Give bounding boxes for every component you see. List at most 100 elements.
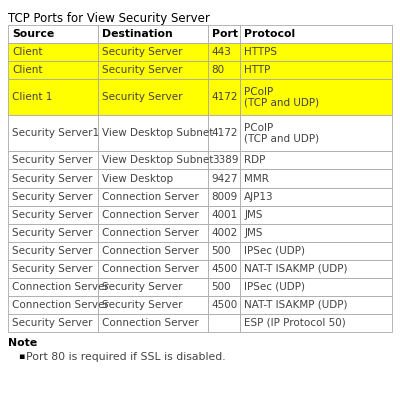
Text: 4002: 4002 xyxy=(212,228,238,238)
Bar xyxy=(8,79,98,116)
Bar xyxy=(240,61,392,79)
Bar xyxy=(8,43,98,61)
Text: Connection Server: Connection Server xyxy=(102,264,199,274)
Bar xyxy=(8,61,98,79)
Bar xyxy=(8,187,98,205)
Text: View Desktop Subnet: View Desktop Subnet xyxy=(102,129,214,138)
Text: Client: Client xyxy=(12,65,42,75)
Bar xyxy=(8,25,98,43)
Bar xyxy=(8,152,98,170)
Text: Security Server: Security Server xyxy=(102,92,183,102)
Bar xyxy=(208,241,240,260)
Text: NAT-T ISAKMP (UDP): NAT-T ISAKMP (UDP) xyxy=(244,300,348,310)
Bar xyxy=(98,278,208,296)
Bar xyxy=(8,116,98,152)
Text: 4001: 4001 xyxy=(212,210,238,220)
Bar xyxy=(98,25,208,43)
Bar xyxy=(208,205,240,223)
Text: Security Server: Security Server xyxy=(12,155,92,165)
Text: 4172: 4172 xyxy=(212,92,238,102)
Text: Security Server: Security Server xyxy=(102,47,183,57)
Bar xyxy=(8,241,98,260)
Bar xyxy=(8,314,98,332)
Text: View Desktop Subnet: View Desktop Subnet xyxy=(102,155,214,165)
Text: ▪: ▪ xyxy=(18,352,24,361)
Bar xyxy=(8,223,98,241)
Bar xyxy=(98,43,208,61)
Text: RDP: RDP xyxy=(244,155,266,165)
Bar xyxy=(98,187,208,205)
Text: Client 1: Client 1 xyxy=(12,92,52,102)
Text: IPSec (UDP): IPSec (UDP) xyxy=(244,282,305,292)
Text: Security Server: Security Server xyxy=(12,228,92,238)
Text: Connection Server: Connection Server xyxy=(102,228,199,238)
Bar xyxy=(240,25,392,43)
Bar xyxy=(98,116,208,152)
Bar xyxy=(208,25,240,43)
Text: JMS: JMS xyxy=(244,210,263,220)
Text: AJP13: AJP13 xyxy=(244,192,274,202)
Text: (TCP and UDP): (TCP and UDP) xyxy=(244,98,320,108)
Text: Security Server: Security Server xyxy=(12,246,92,256)
Bar xyxy=(8,278,98,296)
Bar xyxy=(98,205,208,223)
Text: Protocol: Protocol xyxy=(244,29,296,39)
Text: HTTP: HTTP xyxy=(244,65,271,75)
Text: PCoIP: PCoIP xyxy=(244,123,274,133)
Bar xyxy=(208,116,240,152)
Bar xyxy=(208,152,240,170)
Text: Connection Server: Connection Server xyxy=(102,192,199,202)
Bar xyxy=(240,296,392,314)
Text: Connection Server: Connection Server xyxy=(102,246,199,256)
Text: MMR: MMR xyxy=(244,173,269,184)
Bar xyxy=(240,205,392,223)
Bar xyxy=(98,79,208,116)
Text: Source: Source xyxy=(12,29,54,39)
Text: 80: 80 xyxy=(212,65,225,75)
Bar xyxy=(240,278,392,296)
Text: Security Server: Security Server xyxy=(102,65,183,75)
Bar xyxy=(240,152,392,170)
Bar xyxy=(98,296,208,314)
Text: :: : xyxy=(34,338,38,348)
Bar xyxy=(98,223,208,241)
Bar xyxy=(8,260,98,278)
Text: Security Server: Security Server xyxy=(12,173,92,184)
Text: Connection Server: Connection Server xyxy=(102,210,199,220)
Text: NAT-T ISAKMP (UDP): NAT-T ISAKMP (UDP) xyxy=(244,264,348,274)
Bar xyxy=(208,79,240,116)
Bar xyxy=(98,170,208,187)
Bar xyxy=(208,278,240,296)
Bar xyxy=(8,170,98,187)
Bar xyxy=(98,61,208,79)
Bar xyxy=(208,314,240,332)
Bar xyxy=(208,187,240,205)
Bar xyxy=(208,260,240,278)
Text: 4500: 4500 xyxy=(212,300,238,310)
Text: Port 80 is required if SSL is disabled.: Port 80 is required if SSL is disabled. xyxy=(26,352,226,362)
Bar xyxy=(98,241,208,260)
Text: (TCP and UDP): (TCP and UDP) xyxy=(244,134,320,144)
Bar xyxy=(208,61,240,79)
Bar xyxy=(240,241,392,260)
Text: 500: 500 xyxy=(212,282,231,292)
Text: Client: Client xyxy=(12,47,42,57)
Bar xyxy=(208,296,240,314)
Text: 4172: 4172 xyxy=(212,129,238,138)
Bar xyxy=(240,187,392,205)
Text: Destination: Destination xyxy=(102,29,173,39)
Text: 3389: 3389 xyxy=(212,155,238,165)
Text: ESP (IP Protocol 50): ESP (IP Protocol 50) xyxy=(244,318,346,328)
Bar xyxy=(98,260,208,278)
Text: View Desktop: View Desktop xyxy=(102,173,173,184)
Bar xyxy=(208,223,240,241)
Bar xyxy=(240,260,392,278)
Bar xyxy=(240,116,392,152)
Text: Security Server: Security Server xyxy=(12,210,92,220)
Text: PCoIP: PCoIP xyxy=(244,87,274,97)
Bar xyxy=(8,296,98,314)
Text: JMS: JMS xyxy=(244,228,263,238)
Text: Security Server: Security Server xyxy=(102,300,183,310)
Text: Security Server1: Security Server1 xyxy=(12,129,99,138)
Bar xyxy=(240,314,392,332)
